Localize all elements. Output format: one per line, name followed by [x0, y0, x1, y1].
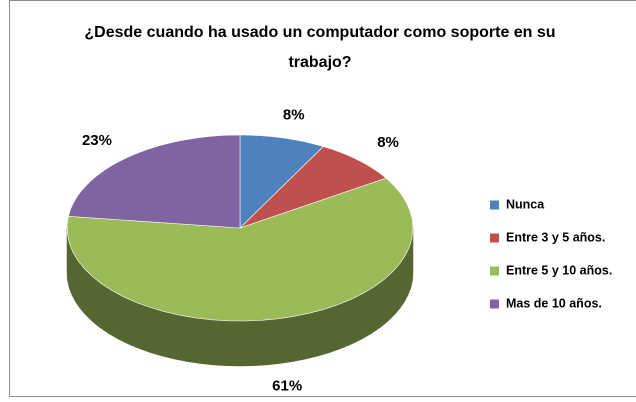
- data-label: 23%: [82, 132, 112, 149]
- pie-slice: [68, 134, 241, 229]
- data-label: 8%: [377, 134, 399, 151]
- data-label: 8%: [283, 106, 305, 123]
- legend-label: Entre 5 y 10 años.: [506, 263, 612, 277]
- legend-swatch: [490, 299, 499, 309]
- data-label: 61%: [272, 377, 302, 394]
- chart-title: ¿Desde cuando ha usado un computador com…: [84, 24, 556, 71]
- legend-swatch: [490, 266, 499, 276]
- pie-slice: [239, 146, 387, 229]
- legend-swatch: [490, 233, 499, 243]
- legend-label: Mas de 10 años.: [506, 296, 602, 310]
- pie-slice: [66, 177, 414, 322]
- legend-label: Nunca: [506, 197, 545, 211]
- legend-label: Entre 3 y 5 años.: [506, 230, 605, 244]
- pie-slice: [239, 134, 324, 229]
- legend-swatch: [490, 200, 499, 210]
